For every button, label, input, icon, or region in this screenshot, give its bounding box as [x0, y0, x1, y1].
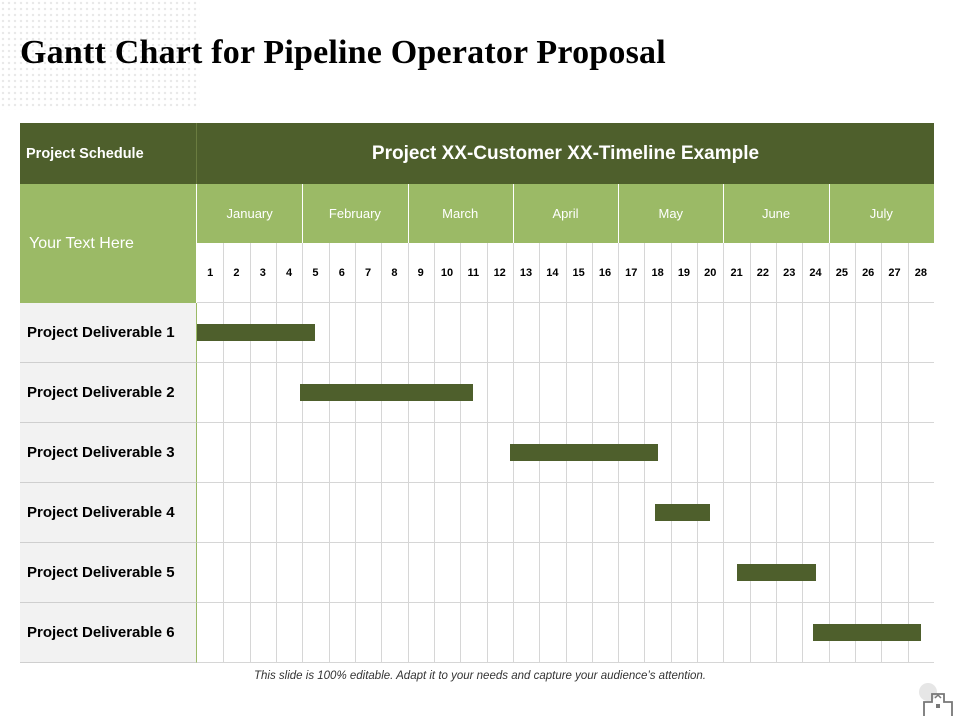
- grid-line-vertical: [723, 243, 725, 663]
- month-label-may: May: [618, 184, 724, 243]
- period-label: 15: [572, 267, 585, 279]
- grid-line-vertical: [907, 243, 909, 663]
- sub-label-cell: Your Text Here: [20, 184, 197, 303]
- period-label: 1: [207, 267, 214, 279]
- month-label-march: March: [407, 184, 513, 243]
- grid-line-horizontal: [197, 482, 934, 483]
- month-label-april: April: [512, 184, 619, 243]
- grid-line-vertical: [855, 243, 857, 663]
- period-label: 6: [338, 267, 345, 279]
- grid-line-vertical: [381, 243, 383, 663]
- grid-line-vertical: [697, 243, 699, 663]
- task-label: Project Deliverable 4: [20, 483, 197, 543]
- period-label: 24: [809, 267, 822, 279]
- month-divider: [512, 184, 514, 243]
- grid-line-vertical: [776, 243, 778, 663]
- period-label: 11: [467, 267, 480, 279]
- grid-line-horizontal: [197, 542, 934, 543]
- grid-line-horizontal: [197, 362, 934, 363]
- month-label-july: July: [828, 184, 934, 243]
- period-label: 26: [862, 267, 875, 279]
- grid-line-vertical: [670, 243, 672, 663]
- period-label: 19: [677, 267, 691, 279]
- task-label: Project Deliverable 3: [20, 423, 197, 483]
- task-bar: [654, 504, 711, 521]
- task-bar: [812, 624, 921, 641]
- grid-line-vertical: [749, 243, 751, 663]
- grid-line-vertical: [275, 243, 277, 663]
- period-label: 4: [286, 267, 293, 279]
- grid-line-vertical: [249, 243, 251, 663]
- grid-line-vertical: [302, 243, 304, 663]
- period-label: 17: [625, 267, 638, 279]
- task-bar: [299, 384, 474, 401]
- period-label: 22: [756, 267, 770, 279]
- period-label: 12: [493, 267, 506, 279]
- grid-line-vertical: [407, 243, 409, 663]
- grid-line-vertical: [881, 243, 883, 663]
- timeline-header-title: Project XX-Customer XX-Timeline Example: [197, 123, 934, 184]
- period-label: 5: [312, 267, 319, 279]
- period-label: 3: [259, 267, 266, 279]
- grid-line-vertical: [328, 243, 330, 663]
- page-title: Gantt Chart for Pipeline Operator Propos…: [20, 34, 666, 71]
- period-label: 10: [440, 267, 454, 279]
- grid-line-vertical: [828, 243, 830, 663]
- task-bar: [736, 564, 816, 581]
- grid-line-horizontal: [197, 662, 934, 663]
- period-label: 28: [914, 267, 927, 279]
- period-label: 14: [546, 267, 559, 279]
- task-bar: [197, 324, 316, 341]
- month-divider: [828, 184, 830, 243]
- period-label: 27: [888, 267, 901, 279]
- task-label: Project Deliverable 2: [20, 363, 197, 423]
- period-label: 16: [598, 267, 612, 279]
- month-divider: [723, 184, 725, 243]
- grid-line-vertical: [433, 243, 435, 663]
- period-label: 7: [365, 267, 372, 279]
- period-label: 8: [391, 267, 398, 279]
- grid-line-vertical: [223, 243, 225, 663]
- grid-line-vertical: [354, 243, 356, 663]
- month-divider: [618, 184, 620, 243]
- period-label: 25: [835, 267, 848, 279]
- period-label: 20: [704, 267, 717, 279]
- gantt-chart: Project Schedule Project XX-Customer XX-…: [20, 123, 934, 664]
- period-label: 2: [233, 267, 240, 279]
- period-label: 9: [417, 267, 424, 279]
- footer-note: This slide is 100% editable. Adapt it to…: [254, 670, 706, 682]
- task-label: Project Deliverable 6: [20, 603, 197, 663]
- grid-line-vertical: [486, 243, 488, 663]
- task-label: Project Deliverable 5: [20, 543, 197, 603]
- month-label-january: January: [197, 184, 303, 243]
- corner-label: Project Schedule: [20, 123, 197, 184]
- month-label-june: June: [723, 184, 829, 243]
- period-label: 21: [730, 267, 743, 279]
- grid-line-horizontal: [197, 602, 934, 603]
- building-icon: [919, 683, 953, 716]
- grid-line-vertical: [802, 243, 804, 663]
- month-divider: [407, 184, 409, 243]
- month-label-february: February: [302, 184, 408, 243]
- grid-line-horizontal: [197, 422, 934, 423]
- background-dot-pattern: [0, 0, 200, 110]
- period-label: 18: [651, 267, 664, 279]
- period-label: 13: [519, 267, 533, 279]
- grid-line-vertical: [460, 243, 462, 663]
- period-label: 23: [783, 267, 796, 279]
- task-label: Project Deliverable 1: [20, 303, 197, 363]
- month-divider: [302, 184, 304, 243]
- task-bar: [510, 444, 658, 461]
